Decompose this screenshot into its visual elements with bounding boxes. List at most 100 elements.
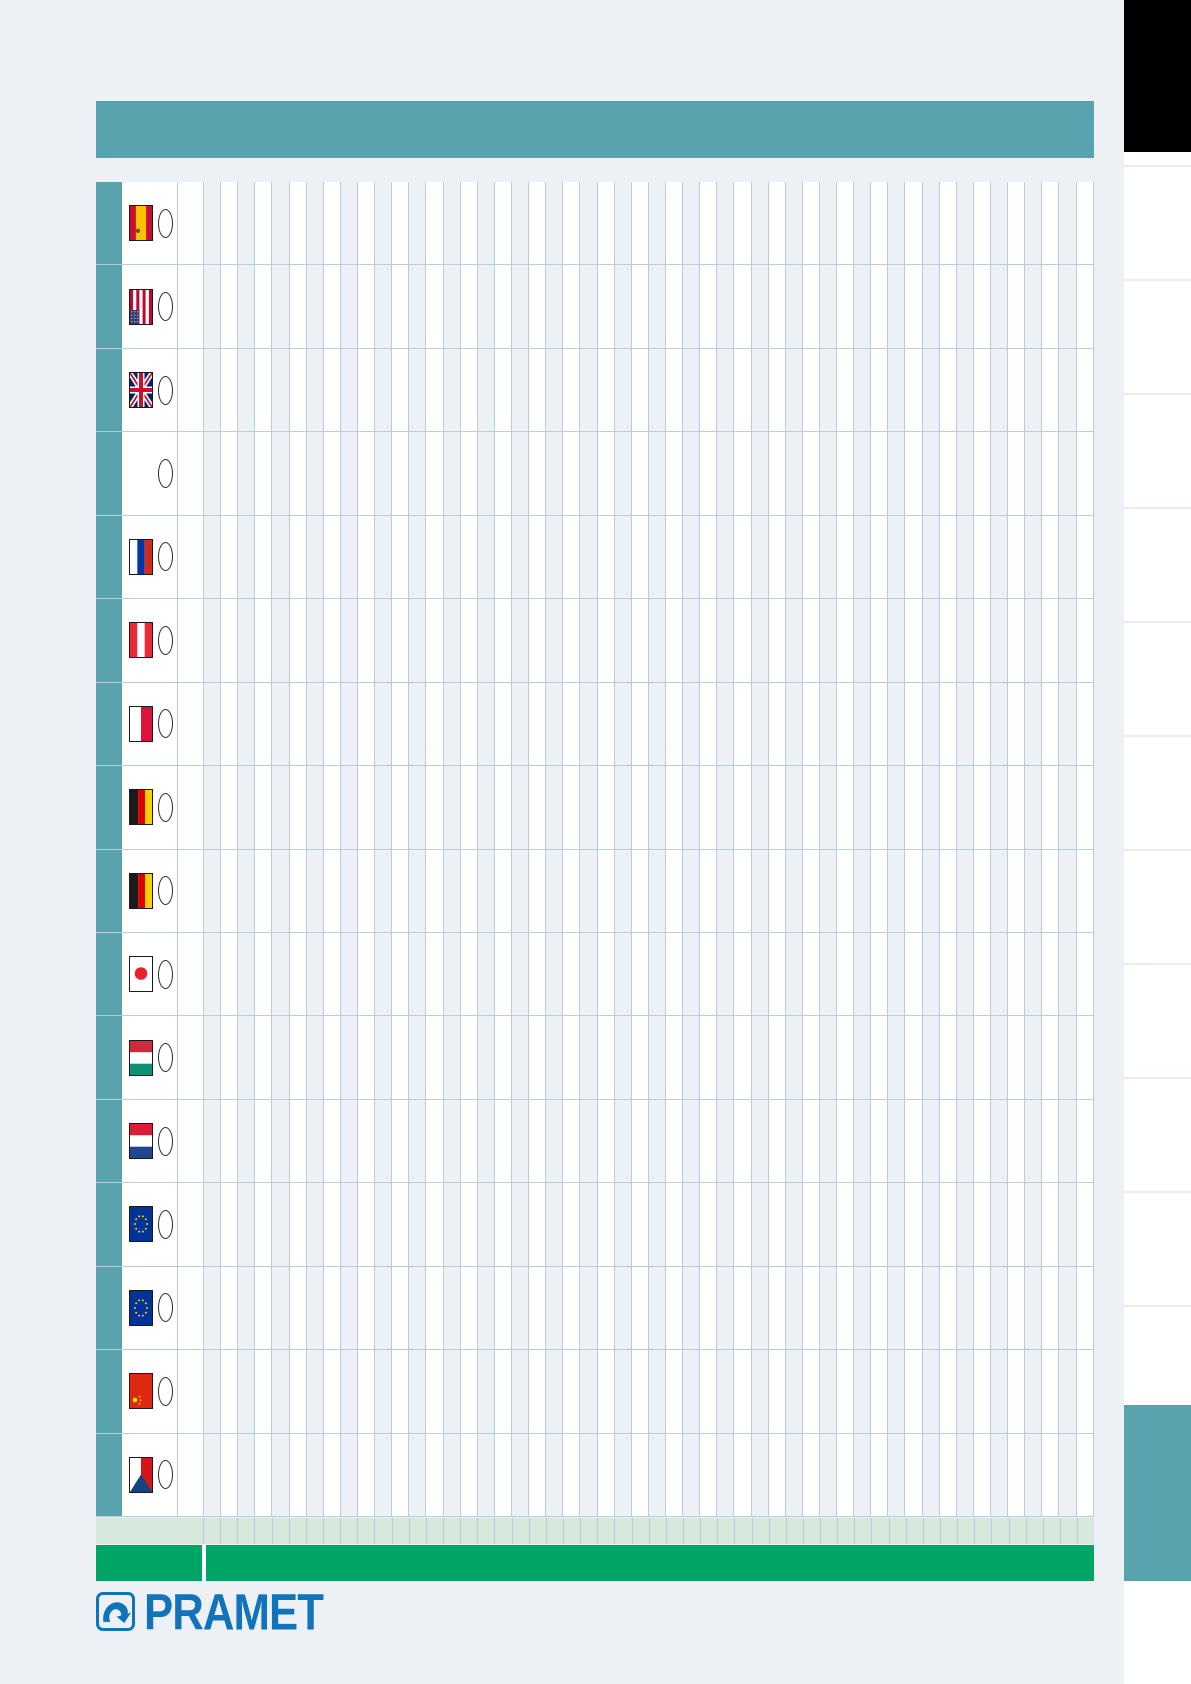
data-column-cell	[818, 766, 837, 849]
data-column-cell	[784, 348, 802, 432]
data-columns	[203, 1433, 1093, 1516]
data-column-cell	[836, 515, 854, 599]
table-row	[96, 849, 1093, 933]
data-column-cell	[870, 766, 888, 849]
data-column-cell	[1075, 682, 1093, 766]
data-column-cell	[596, 182, 614, 265]
data-column-cell	[305, 1183, 323, 1266]
data-column-cell	[305, 265, 323, 348]
data-column-cell	[682, 682, 700, 766]
data-column-cell	[356, 766, 375, 849]
data-columns	[203, 1183, 1093, 1266]
data-column-cell	[647, 1099, 665, 1183]
data-column-cell	[305, 1266, 323, 1350]
data-column-cell	[682, 766, 700, 849]
data-column-cell	[476, 348, 494, 432]
data-column-cell	[339, 599, 357, 682]
data-column-cell	[203, 1433, 221, 1516]
data-column-cell	[1041, 766, 1059, 849]
data-column-cell	[322, 1350, 340, 1433]
data-column-cell	[339, 1266, 357, 1350]
data-column-cell	[767, 599, 785, 682]
empty-cell	[177, 1350, 203, 1433]
data-column-cell	[647, 432, 665, 515]
data-column-cell	[408, 348, 426, 432]
data-column-cell	[972, 1266, 991, 1350]
data-column-cell	[1007, 849, 1025, 932]
data-column-cell	[938, 1266, 956, 1350]
data-column-cell	[887, 432, 905, 515]
data-column-cell	[1058, 682, 1076, 766]
data-column-cell	[476, 182, 494, 265]
data-column-cell	[1075, 265, 1093, 348]
data-column-cell	[254, 1433, 272, 1516]
data-column-cell	[579, 1433, 597, 1516]
data-column-cell	[562, 182, 580, 265]
empty-cell	[177, 432, 203, 515]
data-column-cell	[664, 932, 683, 1016]
data-column-cell	[459, 265, 477, 348]
flag-cell	[122, 515, 177, 599]
band-column-cell	[940, 1518, 958, 1544]
data-column-cell	[374, 432, 392, 515]
data-column-cell	[613, 1266, 631, 1350]
data-column-cell	[596, 265, 614, 348]
data-column-cell	[716, 265, 734, 348]
data-column-cell	[938, 599, 956, 682]
data-column-cell	[921, 849, 939, 932]
data-column-cell	[391, 182, 409, 265]
data-column-cell	[767, 1433, 785, 1516]
data-column-cell	[510, 265, 529, 348]
data-column-cell	[921, 1350, 939, 1433]
data-column-cell	[528, 1099, 546, 1183]
empty-cell	[177, 1099, 203, 1183]
data-column-cell	[733, 849, 751, 932]
data-column-cell	[630, 1183, 648, 1266]
data-column-cell	[716, 849, 734, 932]
data-column-cell	[442, 1016, 460, 1099]
data-column-cell	[1058, 1099, 1076, 1183]
data-column-cell	[459, 1433, 477, 1516]
data-column-cell	[305, 682, 323, 766]
data-column-cell	[955, 1266, 973, 1350]
data-column-cell	[356, 849, 375, 932]
data-column-cell	[870, 432, 888, 515]
data-column-cell	[972, 515, 991, 599]
data-column-cell	[374, 932, 392, 1016]
data-column-cell	[613, 182, 631, 265]
data-column-cell	[921, 599, 939, 682]
data-column-cell	[784, 682, 802, 766]
data-column-cell	[459, 1350, 477, 1433]
data-column-cell	[1041, 1266, 1059, 1350]
data-column-cell	[870, 1433, 888, 1516]
data-column-cell	[322, 766, 340, 849]
data-column-cell	[271, 599, 289, 682]
data-column-cell	[767, 1266, 785, 1350]
data-column-cell	[955, 1350, 973, 1433]
data-columns	[203, 348, 1093, 432]
data-column-cell	[699, 1183, 717, 1266]
data-column-cell	[938, 265, 956, 348]
data-column-cell	[305, 515, 323, 599]
data-column-cell	[972, 932, 991, 1016]
data-column-cell	[510, 348, 529, 432]
data-column-cell	[510, 1350, 529, 1433]
data-column-cell	[972, 348, 991, 432]
data-column-cell	[220, 515, 238, 599]
page-edge-divider	[1124, 393, 1191, 395]
band-column-cell	[682, 1518, 701, 1544]
data-column-cell	[682, 1433, 700, 1516]
data-column-cell	[476, 1183, 494, 1266]
data-column-cell	[767, 1099, 785, 1183]
data-column-cell	[904, 599, 922, 682]
data-column-cell	[853, 1183, 871, 1266]
data-column-cell	[391, 1266, 409, 1350]
data-column-cell	[921, 432, 939, 515]
row-teal-band	[96, 432, 122, 515]
page-edge-divider	[1124, 165, 1191, 167]
data-column-cell	[220, 766, 238, 849]
data-column-cell	[767, 432, 785, 515]
data-column-cell	[836, 432, 854, 515]
data-column-cell	[699, 182, 717, 265]
data-column-cell	[887, 1183, 905, 1266]
